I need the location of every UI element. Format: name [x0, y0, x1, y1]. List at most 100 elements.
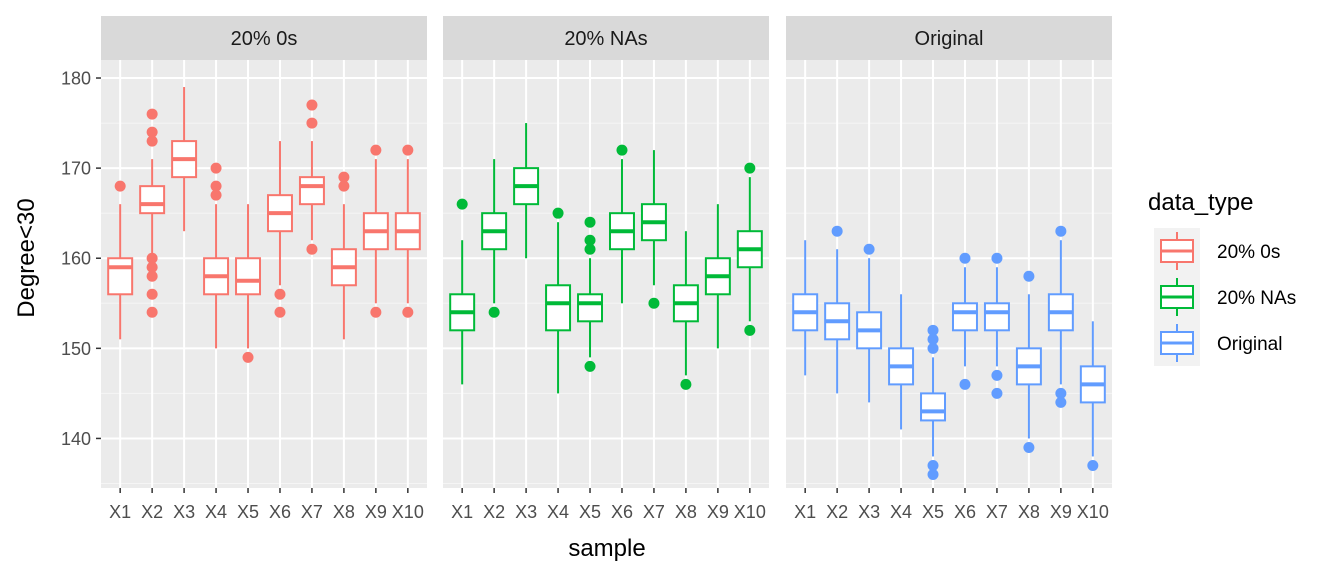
panel-1: 20% 0s X1 X2 X3 X4 X5 X6 X7 X8 X9 X10: [101, 16, 427, 522]
legend-label: Original: [1217, 334, 1282, 355]
panel-strip: [101, 16, 427, 60]
outlier-point: [584, 234, 596, 246]
box-X8: [1015, 270, 1042, 453]
outlier-point: [146, 270, 158, 282]
box-X6: [608, 144, 635, 304]
outlier-point: [927, 459, 939, 471]
box-X1: [792, 240, 819, 376]
x-tick-label: X6: [954, 502, 976, 522]
box-X8: [330, 171, 357, 340]
outlier-point: [991, 252, 1003, 264]
box-X5: [577, 216, 604, 372]
outlier-point: [616, 144, 628, 156]
outlier-point: [959, 252, 971, 264]
outlier-point: [863, 243, 875, 255]
box-iqr: [920, 392, 947, 422]
box-X7: [298, 99, 325, 255]
legend-entry: Original: [1154, 320, 1282, 366]
box-iqr: [951, 302, 978, 332]
x-tick-label: X5: [922, 502, 944, 522]
box-X3: [513, 123, 540, 259]
outlier-point: [210, 189, 222, 201]
legend-label: 20% NAs: [1217, 288, 1296, 309]
legend: data_type 20% 0s 20% NAs Original: [1148, 189, 1296, 366]
outlier-point: [584, 243, 596, 255]
outlier-point: [402, 144, 414, 156]
outlier-point: [680, 378, 692, 390]
x-tick-label: X5: [237, 502, 259, 522]
box-X5: [235, 204, 262, 363]
outlier-point: [991, 369, 1003, 381]
x-tick-label: X5: [579, 502, 601, 522]
box-iqr: [298, 176, 325, 206]
x-tick-label: X7: [986, 502, 1008, 522]
box-X5: [920, 324, 947, 480]
outlier-point: [927, 333, 939, 345]
x-tick-label: X9: [707, 502, 729, 522]
outlier-point: [927, 324, 939, 336]
x-tick-label: X4: [890, 502, 912, 522]
outlier-point: [552, 207, 564, 219]
outlier-point: [370, 306, 382, 318]
outlier-point: [1055, 396, 1067, 408]
x-tick-label: X2: [826, 502, 848, 522]
x-tick-label: X7: [643, 502, 665, 522]
outlier-point: [146, 261, 158, 273]
x-tick-label: X1: [109, 502, 131, 522]
y-tick-label: 160: [61, 249, 91, 269]
box-X9: [362, 144, 389, 318]
box-X1: [449, 198, 476, 385]
legend-entry: 20% 0s: [1154, 228, 1280, 274]
outlier-point: [744, 162, 756, 174]
box-X3: [856, 243, 883, 403]
y-tick-label: 180: [61, 69, 91, 89]
box-X10: [394, 144, 421, 318]
panel-background: [786, 60, 1112, 488]
outlier-point: [370, 144, 382, 156]
outlier-point: [927, 342, 939, 354]
outlier-point: [1055, 387, 1067, 399]
x-tick-label: X3: [173, 502, 195, 522]
box-X6: [266, 141, 293, 318]
y-axis: 140 150 160 170 180: [61, 69, 101, 449]
box-X4: [888, 294, 915, 430]
y-tick-label: 140: [61, 429, 91, 449]
box-X10: [736, 162, 763, 336]
x-tick-label: X10: [734, 502, 766, 522]
box-X9: [1047, 225, 1074, 408]
outlier-point: [210, 162, 222, 174]
outlier-point: [584, 360, 596, 372]
outlier-point: [146, 108, 158, 120]
box-X2: [824, 225, 851, 394]
y-tick-label: 170: [61, 159, 91, 179]
outlier-point: [274, 288, 286, 300]
outlier-point: [146, 135, 158, 147]
x-tick-label: X3: [515, 502, 537, 522]
legend-label: 20% 0s: [1217, 242, 1280, 263]
legend-entry: 20% NAs: [1154, 274, 1296, 320]
x-tick-label: X4: [547, 502, 569, 522]
box-iqr: [139, 185, 166, 215]
box-iqr: [545, 284, 572, 332]
x-tick-label: X10: [392, 502, 424, 522]
outlier-point: [1023, 441, 1035, 453]
legend-title: data_type: [1148, 189, 1253, 216]
outlier-point: [584, 216, 596, 228]
x-axis-title: sample: [568, 535, 645, 562]
x-tick-label: X10: [1077, 502, 1109, 522]
outlier-point: [959, 378, 971, 390]
outlier-point: [306, 99, 318, 111]
outlier-point: [146, 252, 158, 264]
outlier-point: [488, 306, 500, 318]
outlier-point: [744, 324, 756, 336]
panel-strip: [786, 16, 1112, 60]
outlier-point: [927, 468, 939, 480]
x-tick-label: X6: [269, 502, 291, 522]
box-X8: [672, 231, 699, 390]
x-tick-label: X6: [611, 502, 633, 522]
outlier-point: [456, 198, 468, 210]
box-X2: [481, 159, 508, 318]
y-axis-title: Degree<30: [13, 198, 40, 317]
